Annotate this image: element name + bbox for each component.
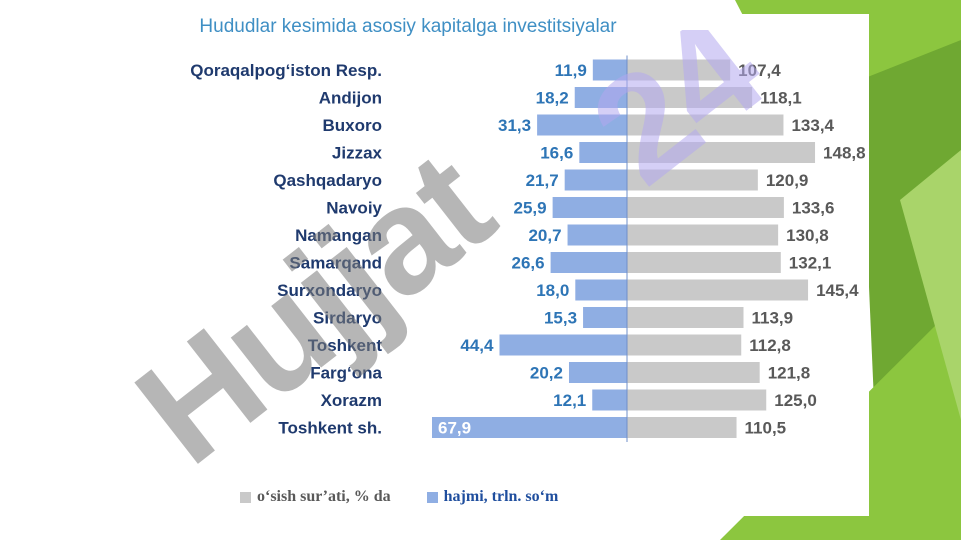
volume-value-label: 18,2 <box>536 89 569 108</box>
volume-bar <box>550 252 627 273</box>
volume-value-label: 20,2 <box>530 364 563 383</box>
growth-value-label: 120,9 <box>766 171 809 190</box>
volume-value-label: 11,9 <box>555 61 587 80</box>
growth-bar <box>627 224 779 246</box>
chart-svg: Qoraqalpog‘iston Resp. 11,9 107,4 Andijon 18… <box>190 55 866 442</box>
volume-value-label: 31,3 <box>498 116 531 135</box>
volume-bar <box>583 307 627 328</box>
legend-label-growth: o‘sish sur’ati, % da <box>257 488 391 505</box>
volume-bar <box>567 224 627 246</box>
growth-bar <box>627 252 781 273</box>
volume-value-label: 20,7 <box>528 226 561 245</box>
volume-value-label: 16,6 <box>540 144 573 163</box>
growth-bar <box>627 197 784 218</box>
growth-bar <box>627 389 767 411</box>
growth-value-label: 121,8 <box>768 364 811 383</box>
growth-value-label: 145,4 <box>816 281 859 300</box>
region-label: Surxondaryo <box>277 281 382 300</box>
growth-bar <box>627 307 744 328</box>
chart-title: Hududlar kesimida asosiy kapitalga inves… <box>199 16 617 37</box>
volume-bar <box>574 87 627 108</box>
legend-label-volume: hajmi, trln. so‘m <box>443 488 559 505</box>
region-label: Farg‘ona <box>310 364 382 383</box>
growth-bar <box>627 142 816 163</box>
volume-value-label: 18,0 <box>536 281 569 300</box>
growth-value-label: 130,8 <box>786 226 829 245</box>
green-shape-accent <box>900 150 961 420</box>
volume-value-label: 25,9 <box>514 199 547 218</box>
chart-legend: o‘sish sur’ati, % da hajmi, trln. so‘m <box>240 488 558 506</box>
region-label: Buxoro <box>323 116 383 135</box>
growth-value-label: 112,8 <box>749 336 791 355</box>
growth-bar <box>627 59 731 81</box>
growth-value-label: 107,4 <box>738 61 781 80</box>
growth-value-label: 125,0 <box>774 391 817 410</box>
growth-bar <box>627 362 760 383</box>
growth-bar <box>627 417 737 438</box>
legend-item-growth: o‘sish sur’ati, % da <box>240 488 391 506</box>
region-label: Qoraqalpog‘iston Resp. <box>190 61 382 80</box>
growth-bar <box>627 334 742 356</box>
volume-value-label: 67,9 <box>438 419 471 438</box>
region-label: Namangan <box>295 226 382 245</box>
legend-swatch-volume <box>426 491 438 503</box>
region-label: Qashqadaryo <box>273 171 382 190</box>
growth-value-label: 133,6 <box>792 199 835 218</box>
volume-bar <box>564 169 627 191</box>
legend-item-volume: hajmi, trln. so‘m <box>426 488 559 506</box>
growth-bar <box>627 87 753 108</box>
volume-value-label: 44,4 <box>460 336 494 355</box>
growth-value-label: 148,8 <box>823 144 866 163</box>
growth-value-label: 133,4 <box>791 116 834 135</box>
region-label: Samarqand <box>289 254 382 273</box>
growth-value-label: 110,5 <box>745 419 787 438</box>
volume-bar <box>592 389 627 411</box>
region-label: Andijon <box>319 89 382 108</box>
volume-bar <box>499 334 627 356</box>
volume-bar <box>432 417 627 438</box>
region-label: Toshkent <box>308 336 383 355</box>
volume-bar <box>568 362 627 383</box>
region-label: Xorazm <box>321 391 382 410</box>
growth-bar <box>627 169 758 191</box>
growth-value-label: 113,9 <box>751 309 793 328</box>
volume-value-label: 12,1 <box>553 391 586 410</box>
region-label: Jizzax <box>332 144 383 163</box>
legend-swatch-growth <box>240 491 251 503</box>
volume-bar <box>552 197 627 218</box>
volume-value-label: 15,3 <box>544 309 577 328</box>
growth-value-label: 132,1 <box>789 254 832 273</box>
growth-bar <box>627 279 809 301</box>
volume-bar <box>537 114 627 136</box>
region-label: Navoiy <box>326 199 382 218</box>
region-label: Sirdaryo <box>313 309 382 328</box>
region-label: Toshkent sh. <box>278 419 382 438</box>
volume-value-label: 26,6 <box>512 254 545 273</box>
growth-bar <box>627 114 784 136</box>
growth-value-label: 118,1 <box>760 89 802 108</box>
volume-bar <box>575 279 627 301</box>
volume-value-label: 21,7 <box>526 171 559 190</box>
volume-bar <box>592 59 627 81</box>
volume-bar <box>579 142 627 163</box>
